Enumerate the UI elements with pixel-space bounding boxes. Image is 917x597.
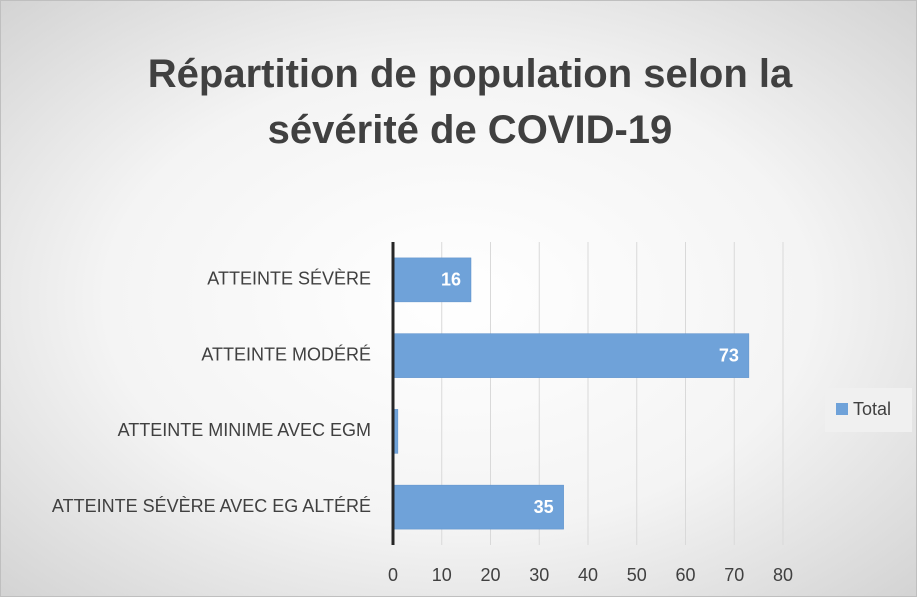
y-tick-label: ATTEINTE SÉVÈRE — [207, 269, 371, 289]
bar — [392, 333, 750, 378]
x-tick-label: 50 — [627, 565, 647, 585]
chart-title: Répartition de population selon la sévéri… — [148, 52, 793, 152]
x-tick-label: 60 — [675, 565, 695, 585]
x-tick-label: 20 — [480, 565, 500, 585]
x-tick-label: 80 — [773, 565, 793, 585]
x-tick-label: 30 — [529, 565, 549, 585]
data-label: 73 — [719, 345, 739, 365]
data-label: 35 — [534, 497, 554, 517]
x-tick-label: 70 — [724, 565, 744, 585]
data-label: 16 — [441, 270, 461, 290]
y-tick-label: ATTEINTE MODÉRÉ — [201, 344, 371, 364]
x-tick-label: 40 — [578, 565, 598, 585]
bar — [392, 484, 564, 530]
y-tick-label: ATTEINTE SÉVÈRE AVEC EG ALTÉRÉ — [52, 496, 371, 516]
legend-swatch — [836, 403, 848, 415]
x-tick-label: 0 — [388, 565, 398, 585]
y-tick-label: ATTEINTE MINIME AVEC EGM — [118, 420, 371, 440]
bar — [392, 257, 472, 303]
x-tick-label: 10 — [432, 565, 452, 585]
legend-label: Total — [853, 399, 891, 419]
